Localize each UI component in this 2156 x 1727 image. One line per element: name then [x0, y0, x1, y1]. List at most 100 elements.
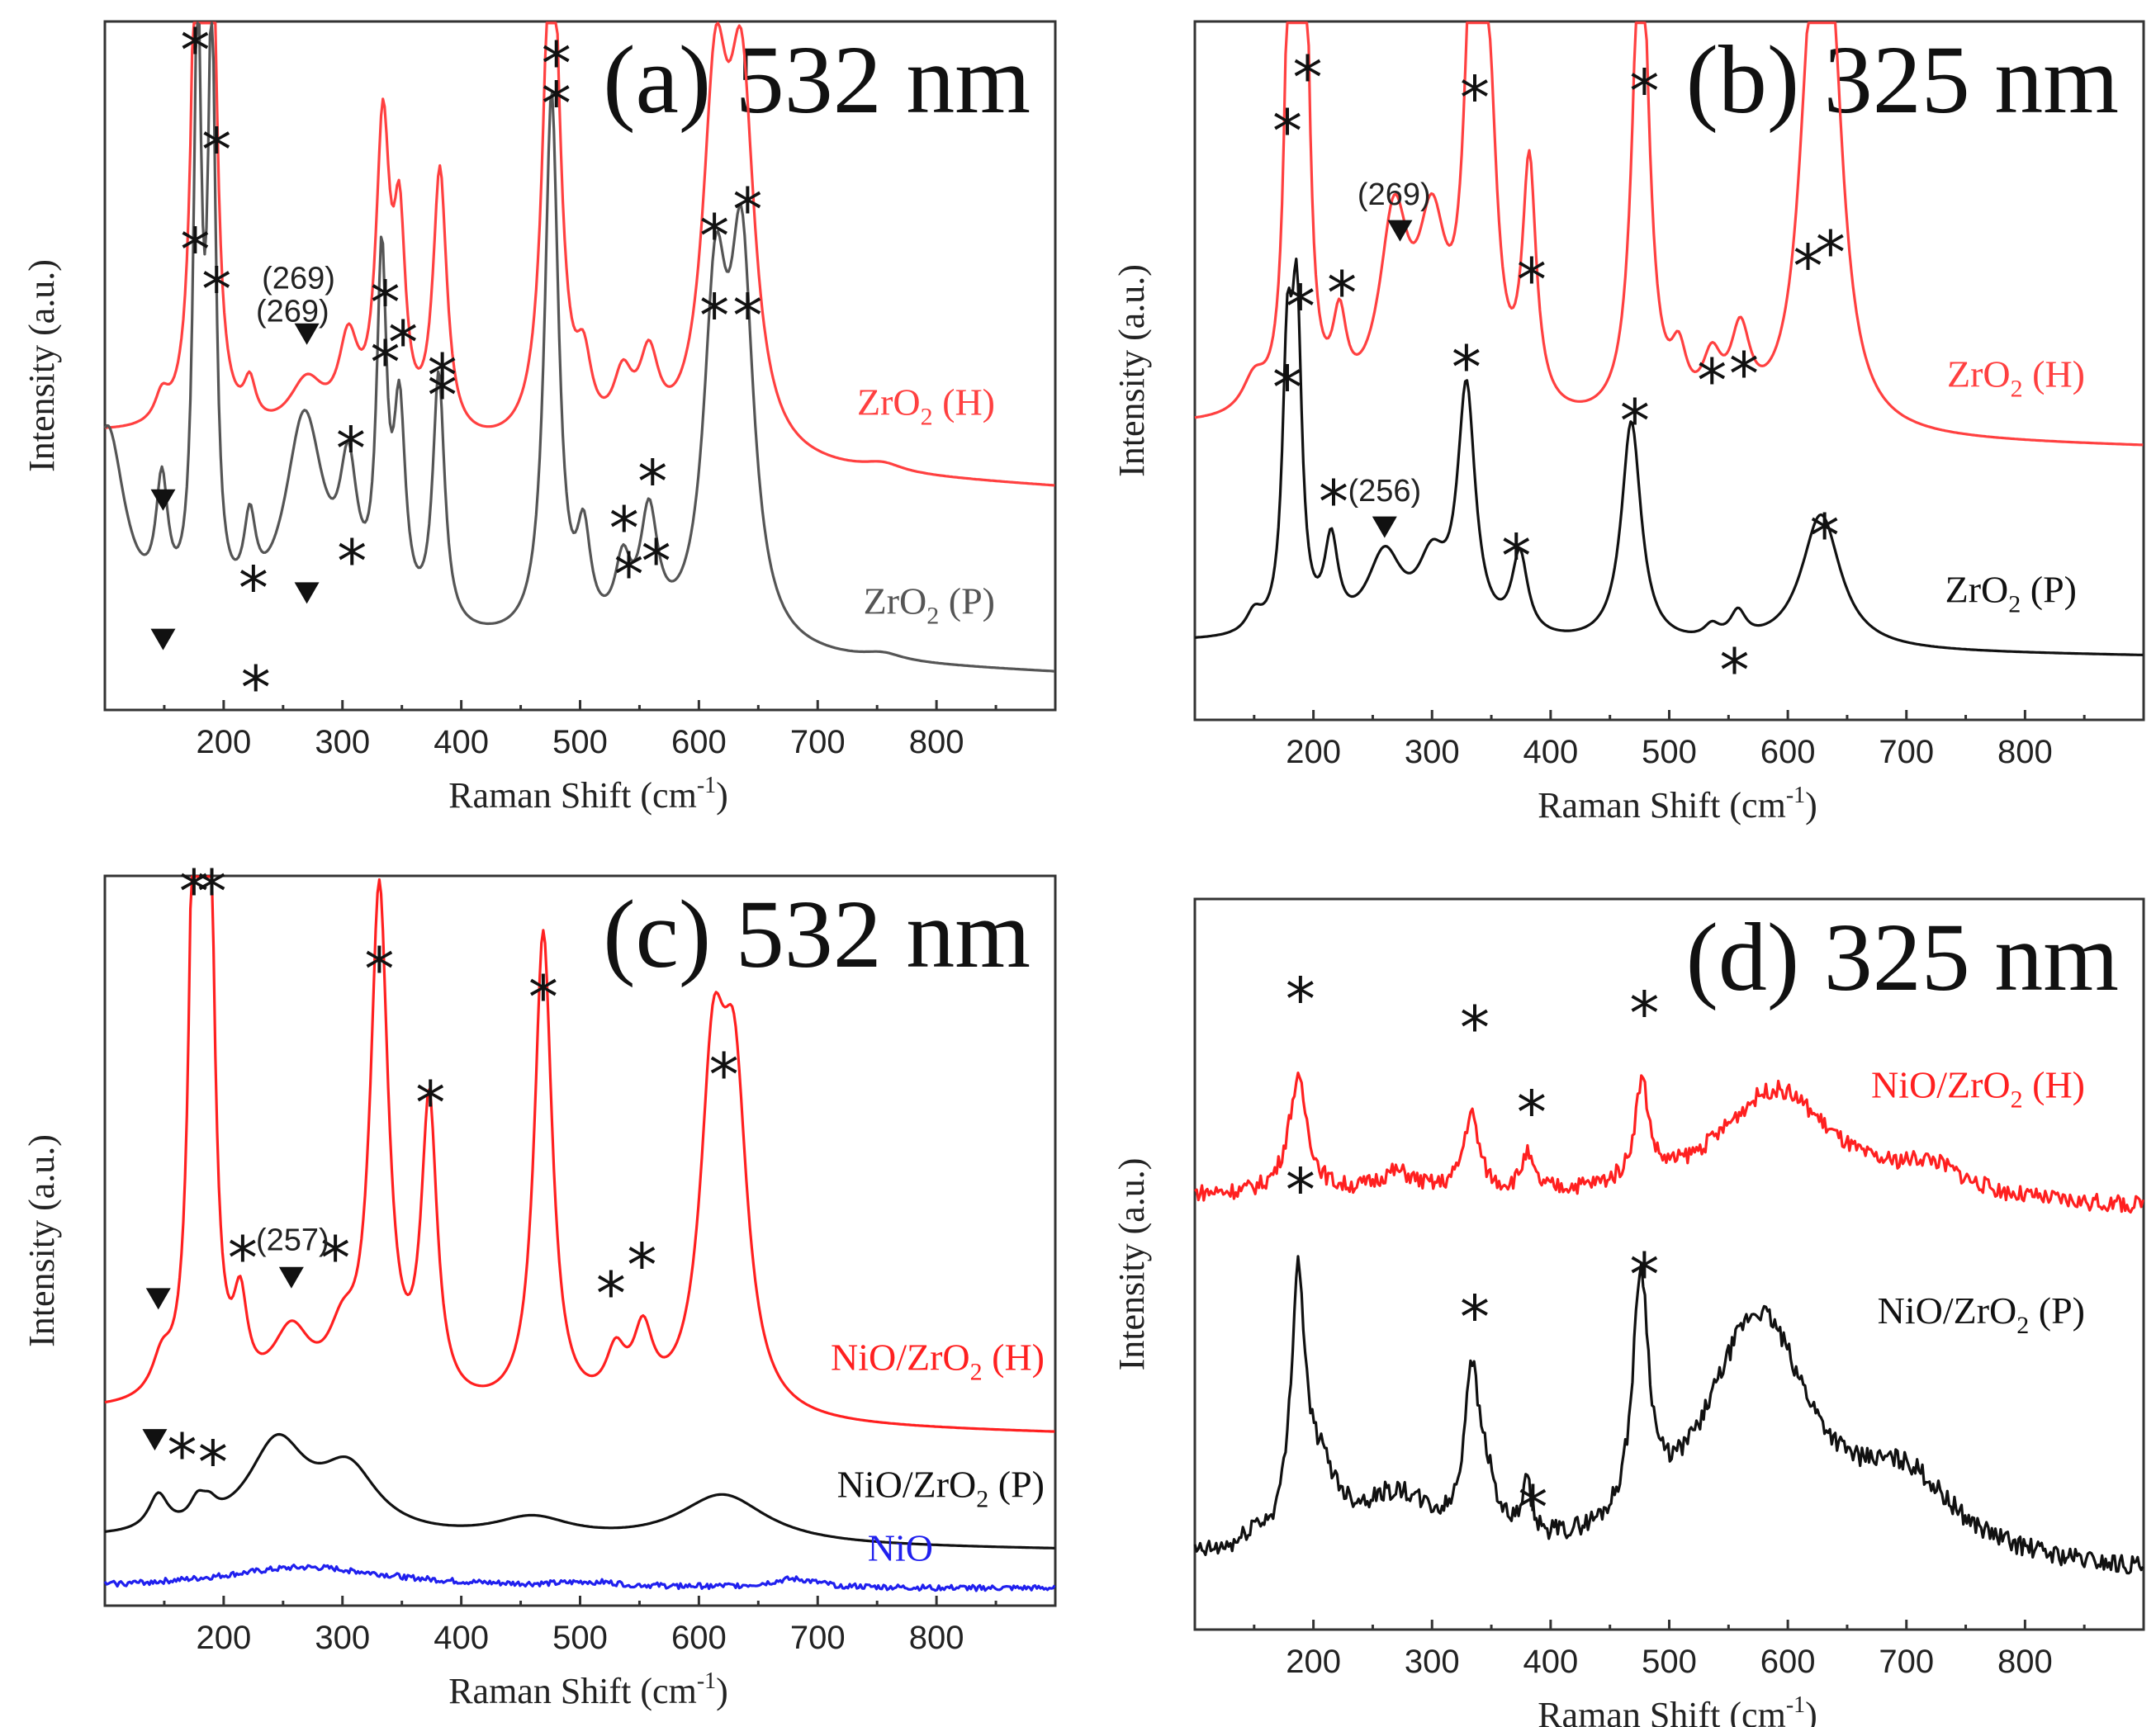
x-tick-label: 200 — [197, 1620, 252, 1656]
peak-triangle-marker — [294, 582, 320, 604]
series-line — [1194, 21, 2144, 447]
peak-star-marker: * — [596, 1259, 626, 1328]
peak-triangle-marker — [142, 1429, 168, 1451]
peak-star-marker: * — [337, 527, 367, 596]
peak-star-marker: * — [371, 328, 400, 397]
x-tick-label: 500 — [552, 724, 608, 760]
peak-star-marker: * — [542, 29, 571, 98]
series-line — [1193, 1255, 2144, 1575]
panel-title: (a) 532 nm — [603, 26, 1031, 134]
panel-title: (b) 325 nm — [1686, 26, 2119, 134]
peak-star-marker: * — [1327, 258, 1357, 328]
peak-annotation: (269) — [1358, 177, 1431, 212]
peak-star-marker: * — [1272, 97, 1302, 166]
peak-star-marker: * — [415, 1068, 445, 1138]
peak-star-marker: * — [1460, 63, 1490, 132]
series-label: NiO/ZrO2 (H) — [831, 1337, 1045, 1386]
x-tick-label: 600 — [671, 724, 727, 760]
peak-triangle-marker — [278, 1266, 304, 1289]
y-axis-title: Intensity (a.u.) — [1111, 264, 1152, 477]
peak-star-marker: * — [168, 1421, 197, 1490]
peak-star-marker: * — [201, 255, 231, 324]
peak-star-marker: * — [201, 116, 231, 185]
peak-star-marker: * — [627, 1231, 656, 1300]
panel-d: 200 300 400 500 600 700 800 Raman Shift (cm-1) I… — [1111, 897, 2145, 1727]
x-tick-label: 200 — [197, 724, 252, 760]
series-line — [1194, 1072, 2144, 1214]
series-label: NiO/ZrO2 (P) — [1878, 1289, 2085, 1339]
x-tick-label: 400 — [434, 1620, 489, 1656]
peak-star-marker: * — [1794, 231, 1823, 300]
peak-star-marker: * — [1286, 965, 1315, 1034]
x-tick-label: 200 — [1286, 1644, 1341, 1680]
x-tick-label: 400 — [1523, 1644, 1579, 1680]
x-tick-label: 300 — [315, 1620, 370, 1656]
panel-title: (c) 532 nm — [603, 880, 1031, 988]
x-tick-label: 400 — [434, 724, 489, 760]
series-label: NiO/ZrO2 (P) — [837, 1463, 1045, 1512]
peak-star-marker: * — [1272, 352, 1302, 422]
x-tick-label: 400 — [1523, 734, 1579, 770]
panel-c: 200 300 400 500 600 700 800 Raman Shift (cm-1) I… — [21, 857, 1057, 1711]
x-axis-title: Raman Shift (cm-1) — [1538, 1692, 1817, 1727]
peak-star-marker: * — [1292, 43, 1322, 112]
x-tick-label: 600 — [1760, 734, 1816, 770]
peak-star-marker: * — [428, 361, 457, 430]
peak-star-marker: * — [1810, 501, 1840, 570]
peak-star-marker: * — [1629, 1240, 1659, 1309]
peak-triangle-marker — [294, 323, 320, 345]
peak-star-marker: * — [180, 16, 210, 85]
peak-star-marker: * — [1286, 272, 1315, 341]
peak-star-marker: * — [699, 201, 729, 271]
peak-star-marker: * — [528, 963, 558, 1032]
peak-star-marker: * — [1816, 218, 1846, 287]
series-line — [104, 875, 1055, 1433]
peak-star-marker: * — [336, 414, 366, 483]
x-tick-label: 500 — [1642, 734, 1697, 770]
peak-triangle-marker — [150, 489, 176, 511]
x-tick-label: 700 — [790, 724, 846, 760]
series-label: ZrO2 (H) — [1947, 352, 2085, 402]
peak-star-marker: * — [542, 69, 571, 138]
peak-star-marker: * — [1501, 521, 1531, 590]
peak-star-marker: * — [364, 934, 394, 1004]
peak-star-marker: * — [1517, 1077, 1547, 1147]
peak-star-marker: * — [179, 857, 209, 926]
panel-title: (d) 325 nm — [1686, 903, 2119, 1011]
peak-star-marker: * — [1620, 386, 1650, 456]
x-tick-label: 300 — [1405, 734, 1460, 770]
peak-star-marker: * — [709, 1040, 739, 1110]
peak-annotation: (269) — [256, 295, 329, 329]
x-tick-label: 700 — [790, 1620, 846, 1656]
peak-star-marker: * — [1452, 333, 1481, 402]
x-tick-label: 200 — [1286, 734, 1341, 770]
x-axis-title: Raman Shift (cm-1) — [448, 773, 728, 816]
peak-star-marker: * — [428, 341, 457, 410]
panel-b: 200 300 400 500 600 700 800 Raman Shift (cm-1) I… — [1111, 20, 2145, 826]
peak-triangle-marker — [1372, 516, 1397, 538]
peak-annotation: (256) — [1348, 474, 1421, 509]
x-tick-label: 800 — [1997, 1644, 2053, 1680]
peak-star-marker: * — [197, 857, 226, 926]
peak-star-marker: * — [637, 447, 667, 517]
peak-star-marker: * — [228, 1223, 258, 1293]
peak-star-marker: * — [1460, 1282, 1490, 1351]
peak-star-marker: * — [180, 215, 210, 284]
series-line — [103, 1564, 1056, 1592]
peak-triangle-marker — [145, 1288, 171, 1310]
series-label: NiO/ZrO2 (H) — [1871, 1063, 2085, 1113]
x-tick-label: 700 — [1879, 734, 1934, 770]
peak-star-marker: * — [1517, 245, 1547, 315]
peak-star-marker: * — [388, 308, 418, 377]
series-label: NiO — [868, 1526, 933, 1568]
peak-star-marker: * — [732, 175, 762, 244]
series-label: ZrO2 (P) — [1945, 568, 2077, 617]
series-label: ZrO2 (P) — [864, 580, 995, 629]
peak-star-marker: * — [1460, 993, 1490, 1062]
peak-star-marker: * — [239, 553, 268, 622]
peak-star-marker: * — [1729, 339, 1759, 409]
peak-star-marker: * — [1518, 1473, 1547, 1542]
peak-star-marker: * — [1697, 346, 1727, 415]
x-axis-title: Raman Shift (cm-1) — [448, 1668, 728, 1711]
